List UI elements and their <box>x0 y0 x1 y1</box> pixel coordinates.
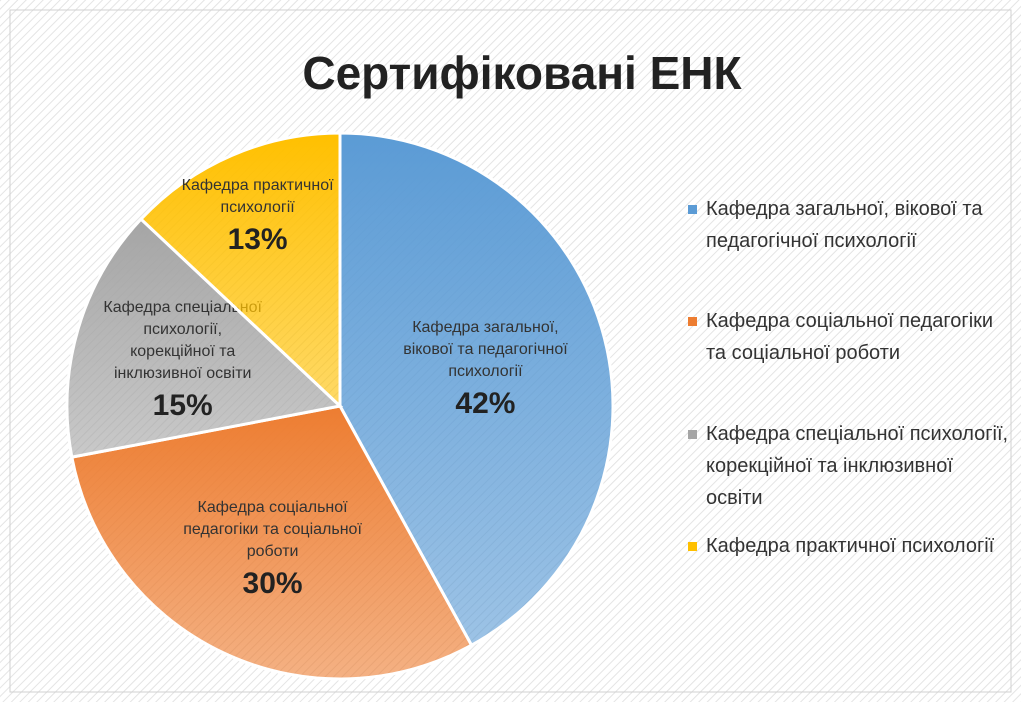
pie-slice <box>338 131 615 648</box>
legend-item: Кафедра спеціальної психології, корекцій… <box>688 418 1013 514</box>
legend-swatch <box>688 205 697 214</box>
slice-label-group: Кафедра соціальної педагогіки та соціаль… <box>173 469 373 629</box>
data-label: 42% <box>455 386 516 420</box>
slice-label: Кафедра спеціальної психології, корекцій… <box>103 299 262 383</box>
legend-text: Кафедра соціальної педагогіки та соціаль… <box>706 310 994 364</box>
chart-title: Сертифіковані ЕНК <box>302 47 742 99</box>
slice-label: Кафедра соціальної педагогіки та соціаль… <box>183 499 362 561</box>
legend-swatch <box>688 542 697 551</box>
data-label: 30% <box>242 567 303 601</box>
legend-item: Кафедра практичної психології <box>688 530 1013 562</box>
slice-label-group: Кафедра загальної, вікової та педагогічн… <box>395 289 575 449</box>
chart-border <box>9 9 1012 693</box>
pie-slice <box>70 404 474 681</box>
slice-label-group: Кафедра практичної психології 13% <box>158 136 358 296</box>
legend-swatch <box>688 430 697 439</box>
pie-slice <box>65 216 344 459</box>
slice-label-group: Кафедра спеціальної психології, корекцій… <box>103 280 263 440</box>
legend-item: Кафедра соціальної педагогіки та соціаль… <box>688 305 1013 369</box>
legend-swatch <box>688 317 697 326</box>
slice-label: Кафедра загальної, вікової та педагогічн… <box>403 318 568 380</box>
data-label: 13% <box>227 222 288 256</box>
slice-label: Кафедра практичної психології <box>181 176 334 216</box>
legend-item: Кафедра загальної, вікової та педагогічн… <box>688 193 1013 257</box>
slice-label-box: Кафедра практичної психології 13% <box>158 136 358 296</box>
legend-text: Кафедра загальної, вікової та педагогічн… <box>706 198 983 252</box>
slice-label-box: Кафедра спеціальної психології, корекцій… <box>103 280 263 440</box>
legend-text: Кафедра спеціальної психології, корекцій… <box>706 423 1009 509</box>
pie-slice <box>138 131 342 410</box>
slice-label-box: Кафедра загальної, вікової та педагогічн… <box>395 289 575 449</box>
legend-text: Кафедра практичної психології <box>706 535 995 557</box>
data-label: 15% <box>152 389 213 423</box>
slice-label-box: Кафедра соціальної педагогіки та соціаль… <box>173 469 373 629</box>
